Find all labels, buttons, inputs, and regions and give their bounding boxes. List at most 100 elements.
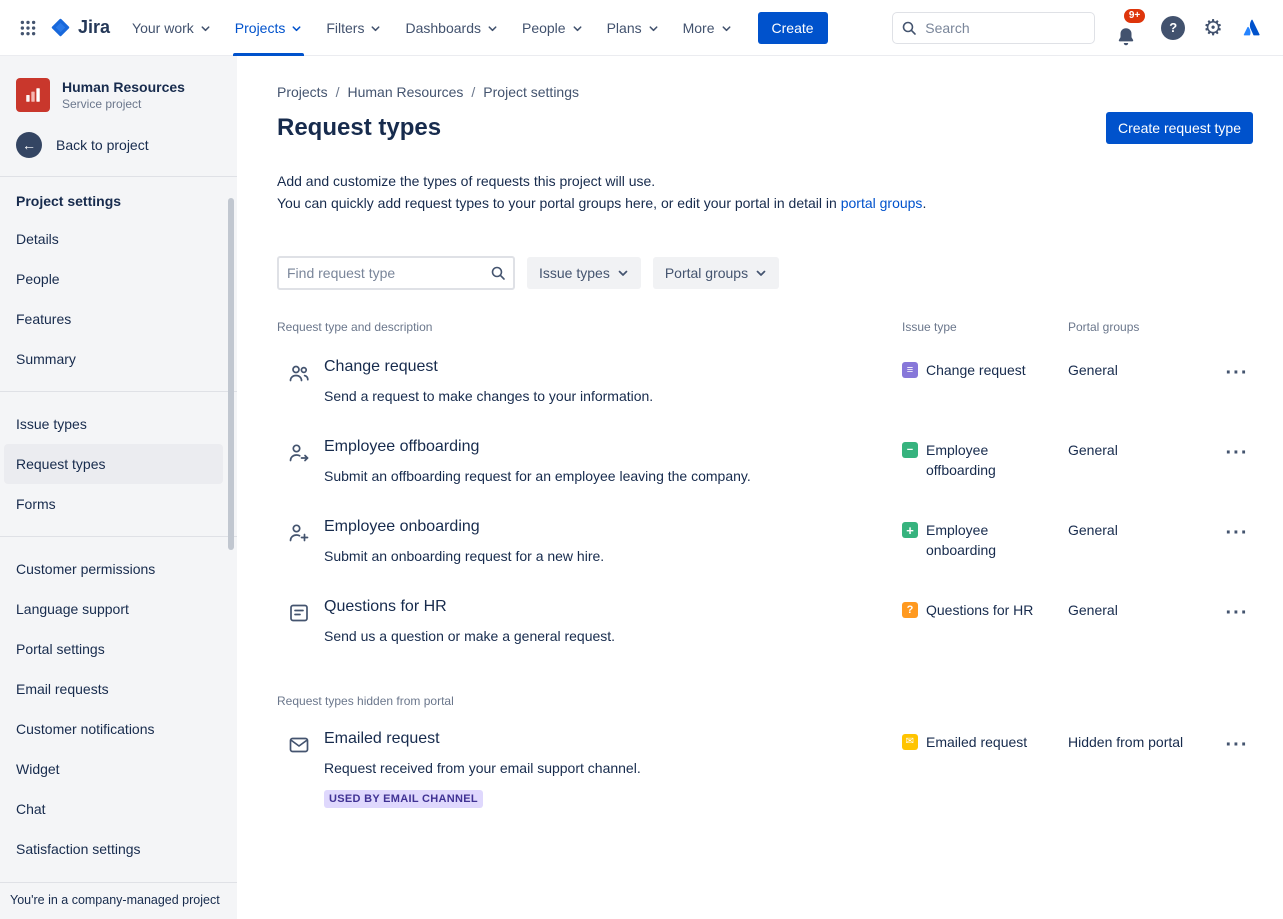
more-icon xyxy=(1226,607,1249,622)
sidebar-item-people[interactable]: People xyxy=(16,271,60,287)
chevron-down-icon xyxy=(573,26,582,32)
more-icon xyxy=(1226,447,1249,462)
atlassian-logo-icon[interactable] xyxy=(1241,17,1263,39)
sidebar-item-request-types[interactable]: Request types xyxy=(4,444,223,484)
request-type-title[interactable]: Change request xyxy=(324,358,438,375)
issue-type-label: Emailed request xyxy=(926,734,1028,750)
primary-navigation: Your work Projects Filters Dashboards Pe… xyxy=(120,0,743,56)
used-by-email-channel-badge: USED BY EMAIL CHANNEL xyxy=(324,790,483,808)
table-row: Questions for HR Send us a question or m… xyxy=(277,582,1253,662)
breadcrumb-project-settings[interactable]: Project settings xyxy=(483,84,580,100)
sidebar-item-chat[interactable]: Chat xyxy=(16,801,46,817)
sidebar-item-details[interactable]: Details xyxy=(16,231,59,247)
filter-bar: Issue types Portal groups xyxy=(277,256,1253,290)
create-button[interactable]: Create xyxy=(757,11,828,44)
column-header-portal-groups: Portal groups xyxy=(1068,320,1140,334)
person-arrow-right-icon xyxy=(287,444,311,469)
project-header: Human Resources Service project xyxy=(0,56,237,118)
page-description: Add and customize the types of requests … xyxy=(277,173,927,211)
issue-types-filter-dropdown[interactable]: Issue types xyxy=(527,257,641,289)
request-type-description: Send us a question or make a general req… xyxy=(324,628,616,644)
nav-item-projects[interactable]: Projects xyxy=(223,0,315,56)
nav-item-people[interactable]: People xyxy=(510,0,595,56)
breadcrumb: Projects / Human Resources / Project set… xyxy=(277,84,1253,100)
chevron-down-icon xyxy=(201,26,210,32)
app-switcher-icon[interactable] xyxy=(12,12,44,44)
jira-logo-text: Jira xyxy=(78,17,111,37)
more-icon xyxy=(1226,527,1249,542)
breadcrumb-projects[interactable]: Projects xyxy=(277,84,328,100)
sidebar-item-issue-types[interactable]: Issue types xyxy=(16,416,87,432)
sidebar-item-language-support[interactable]: Language support xyxy=(16,601,129,617)
sidebar-item-widget[interactable]: Widget xyxy=(16,761,60,777)
jira-logo-icon xyxy=(50,17,71,38)
issue-type-label: Change request xyxy=(926,362,1026,378)
row-more-actions-button[interactable] xyxy=(1221,730,1253,762)
portal-group-value: General xyxy=(1068,442,1118,458)
help-icon[interactable] xyxy=(1161,15,1186,40)
portal-groups-filter-dropdown[interactable]: Portal groups xyxy=(652,257,780,289)
nav-item-filters[interactable]: Filters xyxy=(314,0,393,56)
request-type-description: Submit an onboarding request for a new h… xyxy=(324,548,605,564)
breadcrumb-human-resources[interactable]: Human Resources xyxy=(347,84,464,100)
issue-type-icon-change-request xyxy=(902,362,918,378)
nav-item-more[interactable]: More xyxy=(671,0,744,56)
request-type-title[interactable]: Employee onboarding xyxy=(324,518,480,535)
jira-logo[interactable]: Jira xyxy=(44,17,120,38)
project-settings-sidebar: Human Resources Service project Back to … xyxy=(0,56,237,919)
create-request-type-button[interactable]: Create request type xyxy=(1106,112,1253,144)
table-row: Change request Send a request to make ch… xyxy=(277,342,1253,422)
table-row: Employee offboarding Submit an offboardi… xyxy=(277,422,1253,502)
request-types-table: Request type and description Issue type … xyxy=(277,320,1253,826)
issue-type-label: Questions for HR xyxy=(926,602,1034,618)
row-more-actions-button[interactable] xyxy=(1221,518,1253,550)
sidebar-menu: Details People Features Summary Issue ty… xyxy=(0,219,237,869)
request-type-description: Send a request to make changes to your i… xyxy=(324,388,654,404)
sidebar-item-summary[interactable]: Summary xyxy=(16,351,76,367)
request-types-page: Projects / Human Resources / Project set… xyxy=(237,56,1283,919)
nav-item-your-work[interactable]: Your work xyxy=(120,0,223,56)
project-name: Human Resources xyxy=(62,79,185,95)
portal-group-value: Hidden from portal xyxy=(1068,734,1184,750)
back-to-project-button[interactable]: Back to project xyxy=(0,118,237,176)
search-icon xyxy=(901,20,917,41)
chevron-down-icon xyxy=(756,270,766,276)
find-request-type-input[interactable] xyxy=(277,256,515,290)
row-more-actions-button[interactable] xyxy=(1221,358,1253,390)
sidebar-item-satisfaction-settings[interactable]: Satisfaction settings xyxy=(16,841,141,857)
request-type-title[interactable]: Emailed request xyxy=(324,730,440,747)
sidebar-item-email-requests[interactable]: Email requests xyxy=(16,681,109,697)
sidebar-item-portal-settings[interactable]: Portal settings xyxy=(16,641,105,657)
request-type-description: Submit an offboarding request for an emp… xyxy=(324,468,751,484)
portal-group-value: General xyxy=(1068,522,1118,538)
portal-group-value: General xyxy=(1068,362,1118,378)
sidebar-item-forms[interactable]: Forms xyxy=(16,496,56,512)
sidebar-divider xyxy=(0,536,237,537)
sidebar-scrollbar[interactable] xyxy=(228,198,234,550)
notification-count-badge: 9+ xyxy=(1121,6,1148,25)
hidden-from-portal-section-label: Request types hidden from portal xyxy=(277,694,454,708)
request-type-description: Request received from your email support… xyxy=(324,760,641,776)
page-title: Request types xyxy=(277,114,442,141)
sidebar-item-features[interactable]: Features xyxy=(16,311,72,327)
portal-groups-link[interactable]: portal groups xyxy=(840,195,923,211)
row-more-actions-button[interactable] xyxy=(1221,598,1253,630)
sidebar-item-customer-permissions[interactable]: Customer permissions xyxy=(16,561,156,577)
settings-gear-icon[interactable] xyxy=(1203,17,1223,39)
row-more-actions-button[interactable] xyxy=(1221,438,1253,470)
request-type-title[interactable]: Questions for HR xyxy=(324,598,447,615)
issue-type-label: Employee onboarding xyxy=(926,522,997,558)
global-search-input[interactable] xyxy=(892,11,1096,44)
sidebar-divider xyxy=(0,176,237,177)
project-avatar xyxy=(16,78,50,112)
sidebar-divider xyxy=(0,391,237,392)
sidebar-item-customer-notifications[interactable]: Customer notifications xyxy=(16,721,155,737)
chevron-down-icon xyxy=(371,26,380,32)
nav-item-dashboards[interactable]: Dashboards xyxy=(393,0,510,56)
request-type-title[interactable]: Employee offboarding xyxy=(324,438,480,455)
notifications-button[interactable]: 9+ xyxy=(1113,6,1148,48)
nav-item-plans[interactable]: Plans xyxy=(595,0,671,56)
chevron-down-icon xyxy=(722,26,731,32)
global-search xyxy=(892,11,1096,44)
column-header-request-type: Request type and description xyxy=(277,320,433,334)
